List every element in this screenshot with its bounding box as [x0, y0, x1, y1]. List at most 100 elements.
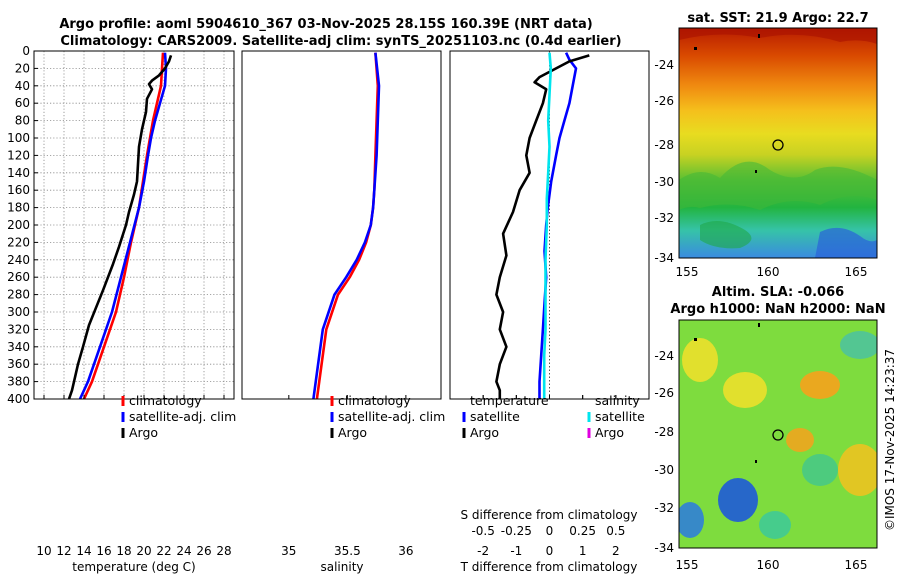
sst-warm-band: [679, 28, 877, 44]
x-tick-label: 35.5: [334, 544, 361, 558]
difference-legend-temperature: temperature satellite Argo: [462, 393, 549, 440]
land-marker: [758, 34, 760, 38]
legend-label-s-satellite: satellite: [595, 409, 645, 424]
sla-teal-patch: [840, 331, 877, 359]
temperature-panel: 10 12 14 16 18 20 22 24 26 28 0 20 40 60 80 100 120 140 1…: [7, 44, 236, 574]
land-marker: [755, 170, 757, 173]
sla-ytick: -32: [654, 501, 674, 515]
sst-map-frame: [678, 27, 878, 259]
legend-label-argo: Argo: [338, 425, 367, 440]
x-tick-label: 20: [136, 544, 151, 558]
s-difference-xlabel: S difference from climatology: [461, 508, 638, 522]
legend-label-t-argo: Argo: [470, 425, 499, 440]
depth-tick-label: 220: [7, 235, 30, 249]
sst-ytick: -30: [654, 175, 674, 189]
x-tick-label: 12: [56, 544, 71, 558]
sst-ytick: -26: [654, 94, 674, 108]
salinity-legend: climatology satellite-adj. clim Argo: [330, 393, 445, 440]
difference-panel: -2 -1 0 1 2 -0.5 -0.25 0 0.25 0.5 S difference f…: [449, 50, 650, 574]
sla-ytick: -26: [654, 386, 674, 400]
land-marker: [758, 323, 760, 327]
depth-tick-label: 80: [15, 114, 30, 128]
depth-tick-label: 140: [7, 166, 30, 180]
argo-location-marker: [772, 139, 784, 151]
legend-label-t-satellite: satellite: [470, 409, 520, 424]
series-line-salinity-satellite: [542, 52, 553, 399]
depth-tick-label: 200: [7, 218, 30, 232]
series-line-satellite-adj-clim: [78, 52, 168, 399]
series-line-climatology: [315, 52, 380, 399]
sla-xtick: 155: [676, 558, 699, 572]
sst-ytick: -28: [654, 138, 674, 152]
sla-ytick: -24: [654, 349, 674, 363]
sst-map-panel: sat. SST: 21.9 Argo: 22.7 -24 -26 -28 -3…: [654, 11, 878, 279]
x-tick-label: 10: [36, 544, 51, 558]
depth-tick-label: 120: [7, 148, 30, 162]
sla-map-panel: Altim. SLA: -0.066 Argo h1000: NaN h2000…: [654, 285, 885, 572]
x-tick-label: 2: [612, 544, 620, 558]
x-tick-label: 16: [96, 544, 111, 558]
x-tick-label: 1: [579, 544, 587, 558]
x-tick-label: -2: [477, 544, 489, 558]
sla-orange-patch: [786, 428, 814, 452]
x-tick-label: 36: [398, 544, 413, 558]
s-tick-label: -0.25: [501, 524, 532, 538]
sla-teal-patch: [802, 454, 838, 486]
sla-yellow-patch: [723, 372, 767, 408]
x-tick-label: 0: [546, 544, 554, 558]
difference-legend-salinity: salinity satellite Argo: [587, 393, 645, 440]
x-tick-label: 22: [156, 544, 171, 558]
sst-ytick: -32: [654, 211, 674, 225]
series-line-temperature-satellite: [538, 52, 578, 399]
sla-ytick: -28: [654, 425, 674, 439]
sla-yellow-patch: [838, 444, 877, 496]
sla-xtick: 165: [845, 558, 868, 572]
sst-map-title: sat. SST: 21.9 Argo: 22.7: [687, 11, 868, 26]
sla-yellow-patch: [682, 338, 718, 382]
salinity-panel: 35 35.5 36 salinity climatology satellite-…: [241, 50, 445, 574]
s-tick-label: 0.5: [606, 524, 625, 538]
depth-tick-label: 20: [15, 61, 30, 75]
series-line-temperature-argo: [495, 54, 590, 399]
depth-tick-label: 0: [22, 44, 30, 58]
legend-title-salinity: salinity: [595, 393, 640, 408]
depth-tick-label: 160: [7, 183, 30, 197]
sla-map-title: Altim. SLA: -0.066: [712, 285, 844, 300]
imos-credit: ©IMOS 17-Nov-2025 14:23:37: [883, 349, 897, 531]
series-line-satellite-adj-clim: [312, 52, 381, 399]
legend-title-temperature: temperature: [470, 393, 549, 408]
legend-label-satellite: satellite-adj. clim: [129, 409, 236, 424]
sst-xtick: 165: [845, 265, 868, 279]
land-marker: [694, 338, 697, 341]
t-difference-xlabel: T difference from climatology: [460, 560, 638, 574]
depth-tick-label: 40: [15, 79, 30, 93]
salinity-xlabel: salinity: [320, 560, 363, 574]
land-marker: [755, 460, 757, 463]
legend-label-climatology: climatology: [129, 393, 202, 408]
sst-ytick: -34: [654, 251, 674, 265]
depth-tick-label: 300: [7, 305, 30, 319]
sst-green-band: [679, 161, 877, 210]
depth-tick-label: 380: [7, 375, 30, 389]
sla-blue-patch: [679, 502, 704, 538]
salinity-axes-frame: [241, 50, 442, 400]
depth-tick-label: 240: [7, 253, 30, 267]
x-tick-label: -1: [510, 544, 522, 558]
depth-tick-label: 180: [7, 201, 30, 215]
x-tick-label: 26: [196, 544, 211, 558]
depth-tick-label: 100: [7, 131, 30, 145]
depth-tick-label: 340: [7, 340, 30, 354]
x-tick-label: 35: [281, 544, 296, 558]
sst-green-patch: [700, 221, 752, 249]
x-tick-label: 28: [216, 544, 231, 558]
argo-location-marker: [772, 429, 784, 441]
depth-tick-label: 400: [7, 392, 30, 406]
sla-map-subtitle: Argo h1000: NaN h2000: NaN: [670, 302, 885, 317]
x-tick-label: 24: [176, 544, 191, 558]
sst-xtick: 160: [757, 265, 780, 279]
s-tick-label: 0.25: [569, 524, 596, 538]
sst-xtick: 155: [676, 265, 699, 279]
sla-teal-patch: [759, 511, 791, 539]
sla-ytick: -30: [654, 463, 674, 477]
